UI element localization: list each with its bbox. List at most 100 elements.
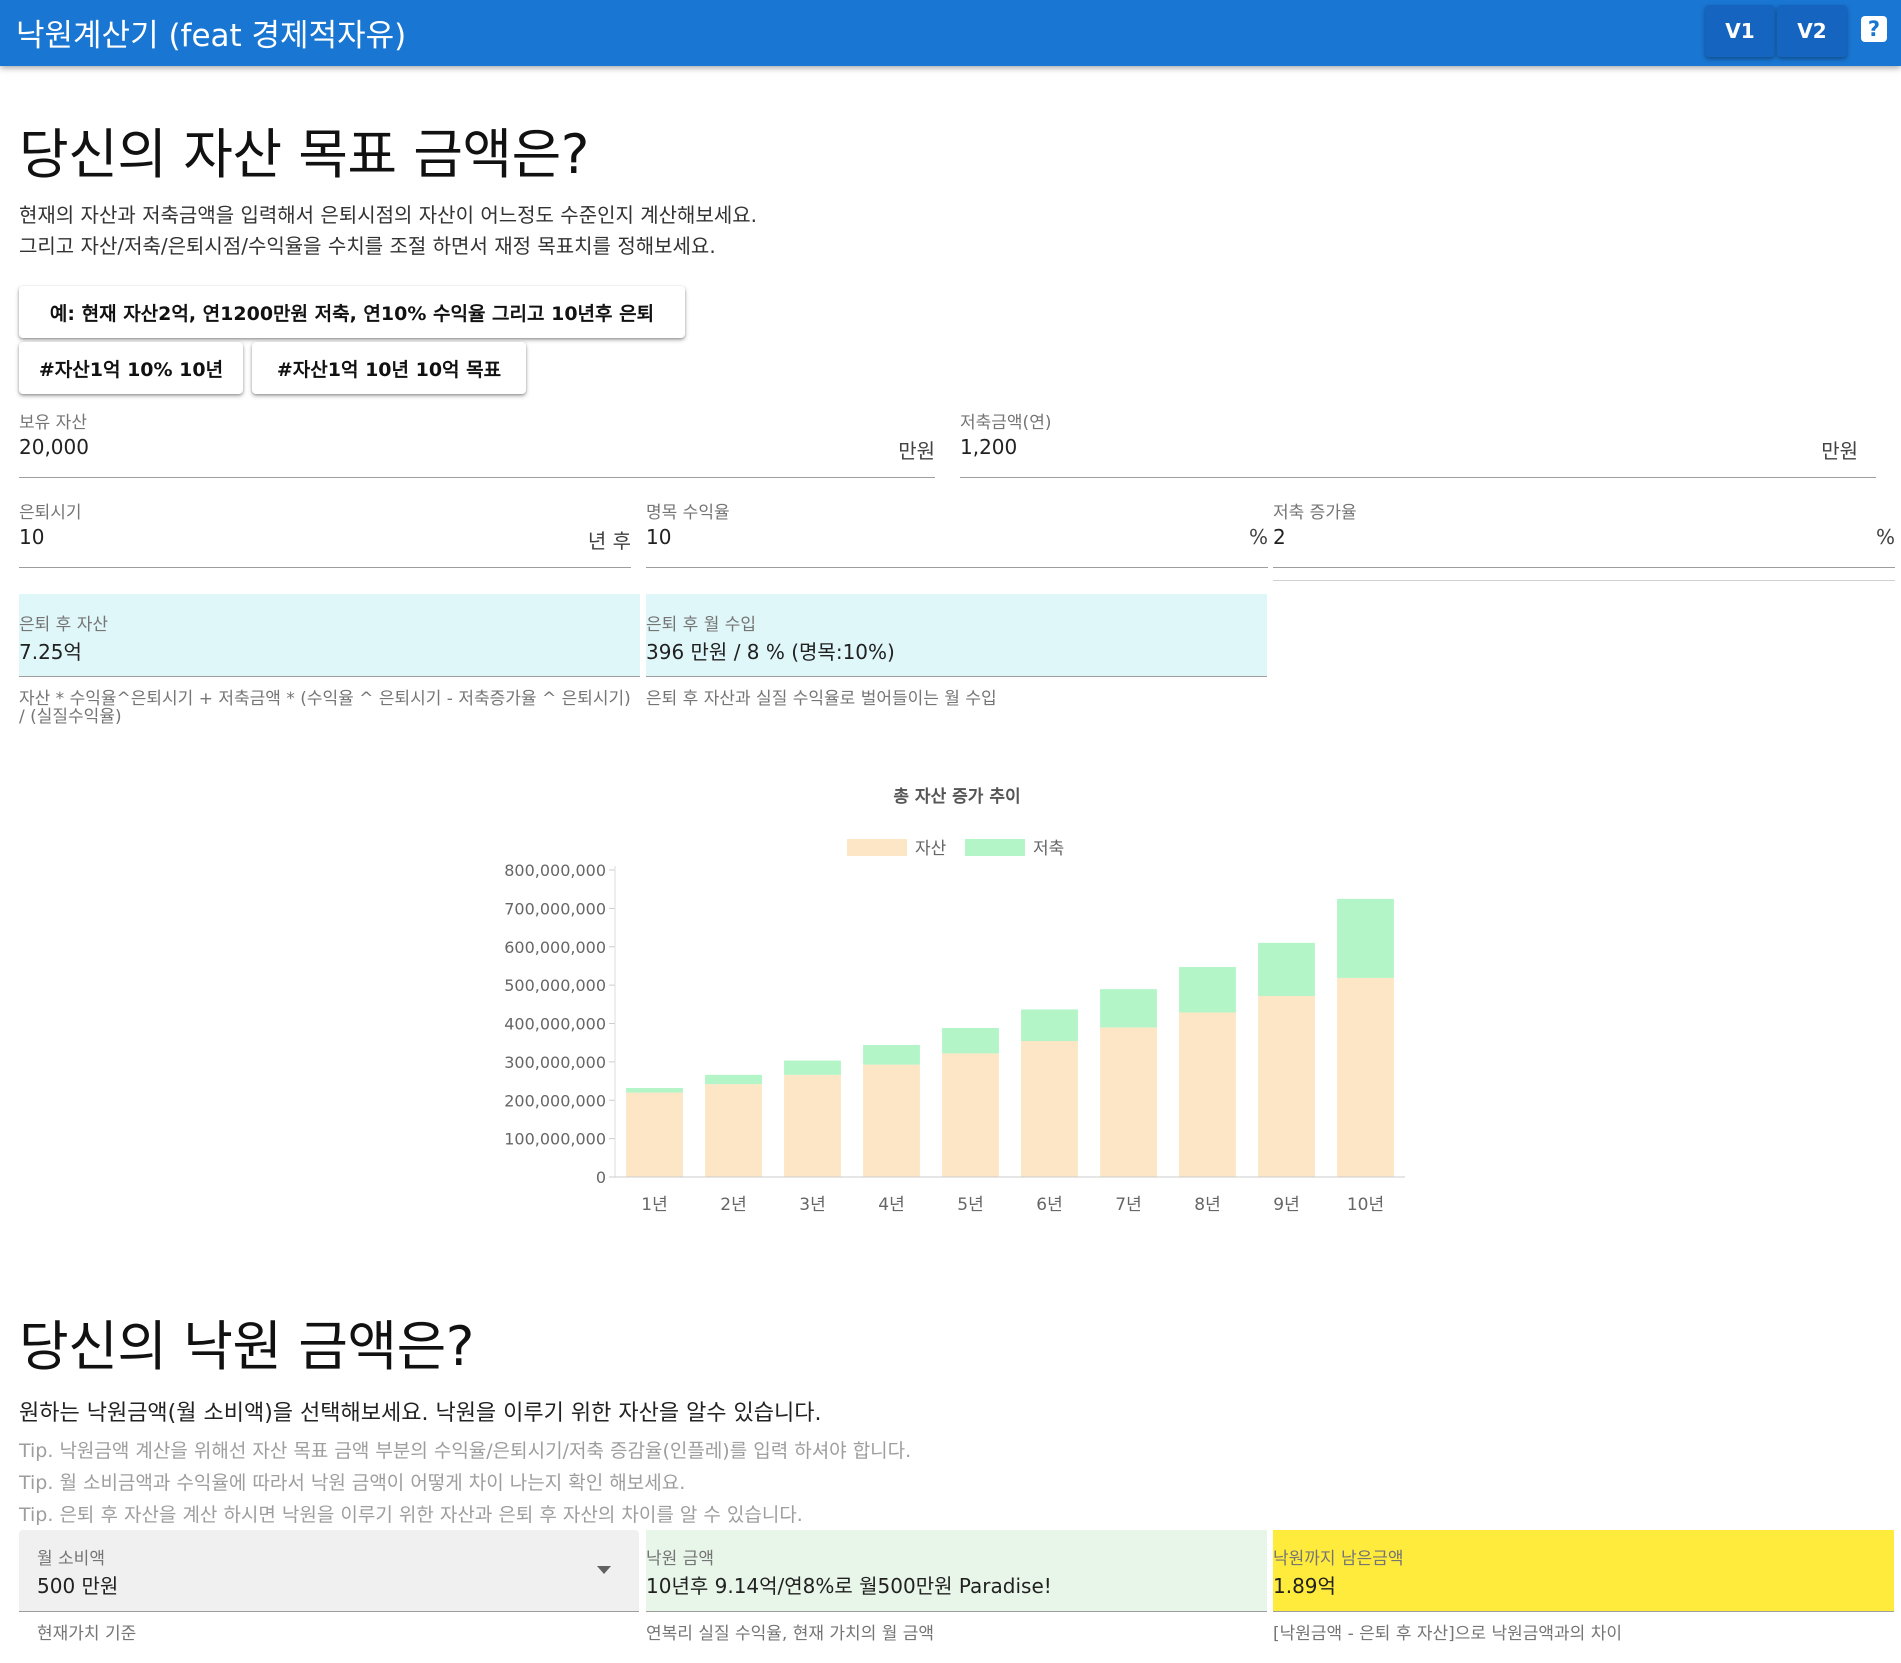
- legend-label-1[interactable]: 저축: [1033, 839, 1064, 859]
- chart-y-axis: 0 100,000,000 200,000,000 300,000,000 400,00…: [504, 861, 616, 1187]
- bar-asset-10[interactable]: [1337, 977, 1394, 1177]
- v1-button[interactable]: V1: [1705, 5, 1775, 57]
- legend-swatch-1[interactable]: [965, 839, 1025, 856]
- asset-growth-chart: 총 자산 증가 추이 자산 저축 0 100,000,000 200,000,000 3…: [504, 787, 1405, 1215]
- remaining-amount-label: 낙원까지 남은금액: [1273, 1549, 1404, 1569]
- savings-growth-suffix: %: [1875, 525, 1895, 549]
- after-assets-value: 7.25억: [19, 640, 82, 664]
- bar-asset-5[interactable]: [942, 1053, 999, 1177]
- monthly-spend-value[interactable]: 500 만원: [37, 1574, 119, 1598]
- bar-savings-2[interactable]: [705, 1074, 762, 1085]
- monthly-spend-label: 월 소비액: [37, 1549, 105, 1569]
- y-tick-label: 400,000,000: [504, 1015, 606, 1034]
- savings-growth-label: 저축 증가율: [1273, 503, 1357, 523]
- chart-legend: 자산 저축: [847, 839, 1064, 859]
- y-tick-label: 500,000,000: [504, 976, 606, 995]
- chart-title: 총 자산 증가 추이: [893, 787, 1020, 807]
- savings-growth-input[interactable]: 2: [1273, 525, 1286, 549]
- retire-label: 은퇴시기: [19, 503, 82, 523]
- return-rate-label: 명목 수익율: [646, 503, 730, 523]
- x-tick-label: 2년: [720, 1195, 746, 1215]
- monthly-income-result: 은퇴 후 월 수입 396 만원 / 8 % (명목:10%): [646, 594, 1267, 677]
- paradise-amount-hint: 연복리 실질 수익율, 현재 가치의 월 금액: [646, 1624, 935, 1644]
- bar-asset-8[interactable]: [1179, 1012, 1236, 1177]
- bar-savings-1[interactable]: [626, 1087, 683, 1093]
- remaining-amount-hint: [낙원금액 - 은퇴 후 자산]으로 낙원금액과의 차이: [1273, 1624, 1622, 1644]
- y-tick-label: 300,000,000: [504, 1053, 606, 1072]
- return-rate-suffix: %: [1248, 525, 1268, 549]
- y-tick-label: 600,000,000: [504, 938, 606, 957]
- retire-field[interactable]: 은퇴시기 10 년 후: [19, 498, 631, 568]
- after-assets-result: 은퇴 후 자산 7.25억: [19, 594, 640, 677]
- remaining-amount-result: 낙원까지 남은금액 1.89억: [1273, 1530, 1894, 1612]
- bar-savings-5[interactable]: [942, 1027, 999, 1054]
- v2-button[interactable]: V2: [1777, 5, 1847, 57]
- y-tick-label: 100,000,000: [504, 1130, 606, 1149]
- x-tick-label: 6년: [1036, 1195, 1062, 1215]
- x-tick-label: 8년: [1194, 1195, 1220, 1215]
- asset-goal-desc-1: 현재의 자산과 저축금액을 입력해서 은퇴시점의 자산이 어느정도 수준인지 계…: [19, 203, 758, 227]
- after-assets-hint: 자산 * 수익율^은퇴시기 + 저축금액 * (수익율 ^ 은퇴시기 - 저축증…: [19, 689, 631, 727]
- bar-asset-6[interactable]: [1021, 1041, 1078, 1177]
- x-tick-label: 10년: [1347, 1195, 1384, 1215]
- paradise-title: 당신의 낙원 금액은?: [19, 1315, 474, 1378]
- tip-3: Tip. 은퇴 후 자산을 계산 하시면 낙원을 이루기 위한 자산과 은퇴 후…: [19, 1504, 803, 1526]
- y-tick-label: 200,000,000: [504, 1091, 606, 1110]
- paradise-amount-value: 10년후 9.14억/연8%로 월500만원 Paradise!: [646, 1574, 1052, 1598]
- asset-goal-desc-2: 그리고 자산/저축/은퇴시점/수익율을 수치를 조절 하면서 재정 목표치를 정…: [19, 234, 716, 258]
- retire-suffix: 년 후: [587, 529, 631, 553]
- x-tick-label: 9년: [1273, 1195, 1299, 1215]
- assets-input[interactable]: 20,000: [19, 435, 89, 459]
- bar-asset-9[interactable]: [1258, 996, 1315, 1177]
- example-button-main[interactable]: 예: 현재 자산2억, 연1200만원 저축, 연10% 수익율 그리고 10년…: [19, 286, 685, 338]
- paradise-amount-label: 낙원 금액: [646, 1549, 714, 1569]
- bar-asset-4[interactable]: [863, 1064, 920, 1177]
- after-assets-label: 은퇴 후 자산: [19, 615, 109, 635]
- x-tick-label: 3년: [799, 1195, 825, 1215]
- bar-asset-3[interactable]: [784, 1074, 841, 1177]
- bar-savings-7[interactable]: [1100, 989, 1157, 1028]
- bar-savings-8[interactable]: [1179, 967, 1236, 1013]
- savings-field[interactable]: 저축금액(연) 1,200 만원: [960, 408, 1876, 478]
- bar-asset-2[interactable]: [705, 1084, 762, 1177]
- legend-label-0[interactable]: 자산: [915, 839, 947, 859]
- monthly-income-label: 은퇴 후 월 수입: [646, 615, 757, 635]
- x-tick-label: 7년: [1115, 1195, 1141, 1215]
- app-title: 낙원계산기 (feat 경제적자유): [16, 18, 407, 54]
- bar-savings-3[interactable]: [784, 1060, 841, 1075]
- help-icon[interactable]: ?: [1861, 16, 1887, 42]
- example-button-2[interactable]: #자산1억 10년 10억 목표: [252, 342, 526, 394]
- asset-goal-title: 당신의 자산 목표 금액은?: [19, 123, 589, 186]
- monthly-income-value: 396 만원 / 8 % (명목:10%): [646, 640, 895, 664]
- x-tick-label: 4년: [878, 1195, 904, 1215]
- bar-asset-7[interactable]: [1100, 1027, 1157, 1177]
- chevron-down-icon[interactable]: [597, 1566, 611, 1574]
- x-tick-label: 5년: [957, 1195, 983, 1215]
- savings-suffix: 만원: [1821, 439, 1858, 463]
- bar-asset-1[interactable]: [626, 1092, 683, 1177]
- return-rate-field[interactable]: 명목 수익율 10 %: [646, 498, 1268, 568]
- bar-savings-4[interactable]: [863, 1044, 920, 1065]
- savings-input[interactable]: 1,200: [960, 435, 1018, 459]
- bar-savings-10[interactable]: [1337, 898, 1394, 978]
- bar-savings-6[interactable]: [1021, 1009, 1078, 1042]
- monthly-income-hint: 은퇴 후 자산과 실질 수익율로 벌어들이는 월 수입: [646, 689, 997, 709]
- remaining-amount-value: 1.89억: [1273, 1574, 1336, 1598]
- return-rate-input[interactable]: 10: [646, 525, 672, 549]
- legend-swatch-0[interactable]: [847, 839, 907, 856]
- app-bar: 낙원계산기 (feat 경제적자유) V1 V2 ?: [0, 0, 1901, 66]
- retire-input[interactable]: 10: [19, 525, 45, 549]
- assets-field[interactable]: 보유 자산 20,000 만원: [19, 408, 935, 478]
- savings-growth-field[interactable]: 저축 증가율 2 %: [1273, 498, 1895, 568]
- y-tick-label: 700,000,000: [504, 899, 606, 918]
- paradise-amount-result: 낙원 금액 10년후 9.14억/연8%로 월500만원 Paradise!: [646, 1530, 1267, 1612]
- savings-label: 저축금액(연): [960, 413, 1052, 433]
- example-button-1[interactable]: #자산1억 10% 10년: [19, 342, 243, 394]
- tip-1: Tip. 낙원금액 계산을 위해선 자산 목표 금액 부분의 수익율/은퇴시기/…: [19, 1440, 912, 1462]
- bar-savings-9[interactable]: [1258, 942, 1315, 997]
- assets-label: 보유 자산: [19, 413, 87, 433]
- monthly-spend-select[interactable]: 월 소비액 500 만원: [19, 1530, 639, 1612]
- paradise-desc: 원하는 낙원금액(월 소비액)을 선택해보세요. 낙원을 이루기 위한 자산을 …: [19, 1401, 822, 1426]
- tip-2: Tip. 월 소비금액과 수익율에 따라서 낙원 금액이 어떻게 차이 나는지 …: [19, 1472, 686, 1494]
- y-tick-label: 800,000,000: [504, 861, 606, 880]
